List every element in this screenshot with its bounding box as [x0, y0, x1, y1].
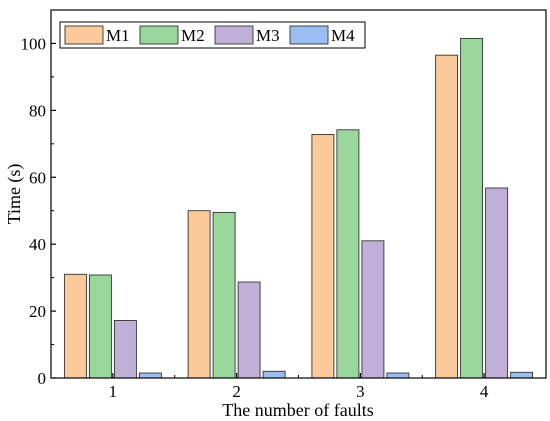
- bar-m3-1: [113, 320, 137, 379]
- bar-m2-4: [460, 37, 484, 379]
- y-axis-title: Time (s): [4, 164, 25, 225]
- bar-m2-1: [88, 274, 112, 379]
- bar-m2-2: [212, 211, 236, 379]
- y-tick-label: 20: [29, 302, 46, 321]
- y-tick-label: 60: [29, 168, 46, 187]
- legend-label-m3: M3: [256, 26, 280, 45]
- bars-layer: [63, 37, 534, 379]
- legend-label-m2: M2: [181, 26, 205, 45]
- bar-m1-3: [311, 134, 335, 379]
- bar-m1-4: [435, 54, 459, 379]
- legend-swatch-m1: [64, 25, 104, 45]
- y-tick-label: 80: [29, 101, 46, 120]
- legend-label-m4: M4: [331, 26, 355, 45]
- legend-swatch-m2: [139, 25, 179, 45]
- y-tick-label: 40: [29, 235, 46, 254]
- x-axis: 1 2 3 4: [109, 373, 489, 401]
- bar-m4-4: [510, 371, 534, 379]
- x-tick-label: 2: [232, 382, 241, 401]
- legend-swatch-m3: [214, 25, 254, 45]
- y-tick-label: 0: [38, 369, 47, 388]
- bar-m4-2: [262, 370, 286, 379]
- y-tick-label: 100: [21, 34, 47, 53]
- legend-label-m1: M1: [106, 26, 130, 45]
- legend-swatch-m4: [289, 25, 329, 45]
- x-tick-label: 1: [109, 382, 118, 401]
- bar-m2-3: [336, 129, 360, 379]
- bar-m3-2: [237, 281, 261, 379]
- plot-frame: [50, 9, 547, 379]
- bar-m3-3: [361, 240, 385, 379]
- x-tick-label: 3: [356, 382, 365, 401]
- bar-m1-1: [63, 273, 87, 379]
- bar-m3-4: [485, 187, 509, 379]
- x-axis-title: The number of faults: [222, 400, 373, 420]
- bar-m1-2: [187, 210, 211, 379]
- bar-m4-1: [138, 372, 162, 379]
- x-tick-label: 4: [480, 382, 489, 401]
- bar-m4-3: [386, 372, 410, 379]
- legend: M1 M2 M3 M4: [59, 21, 366, 49]
